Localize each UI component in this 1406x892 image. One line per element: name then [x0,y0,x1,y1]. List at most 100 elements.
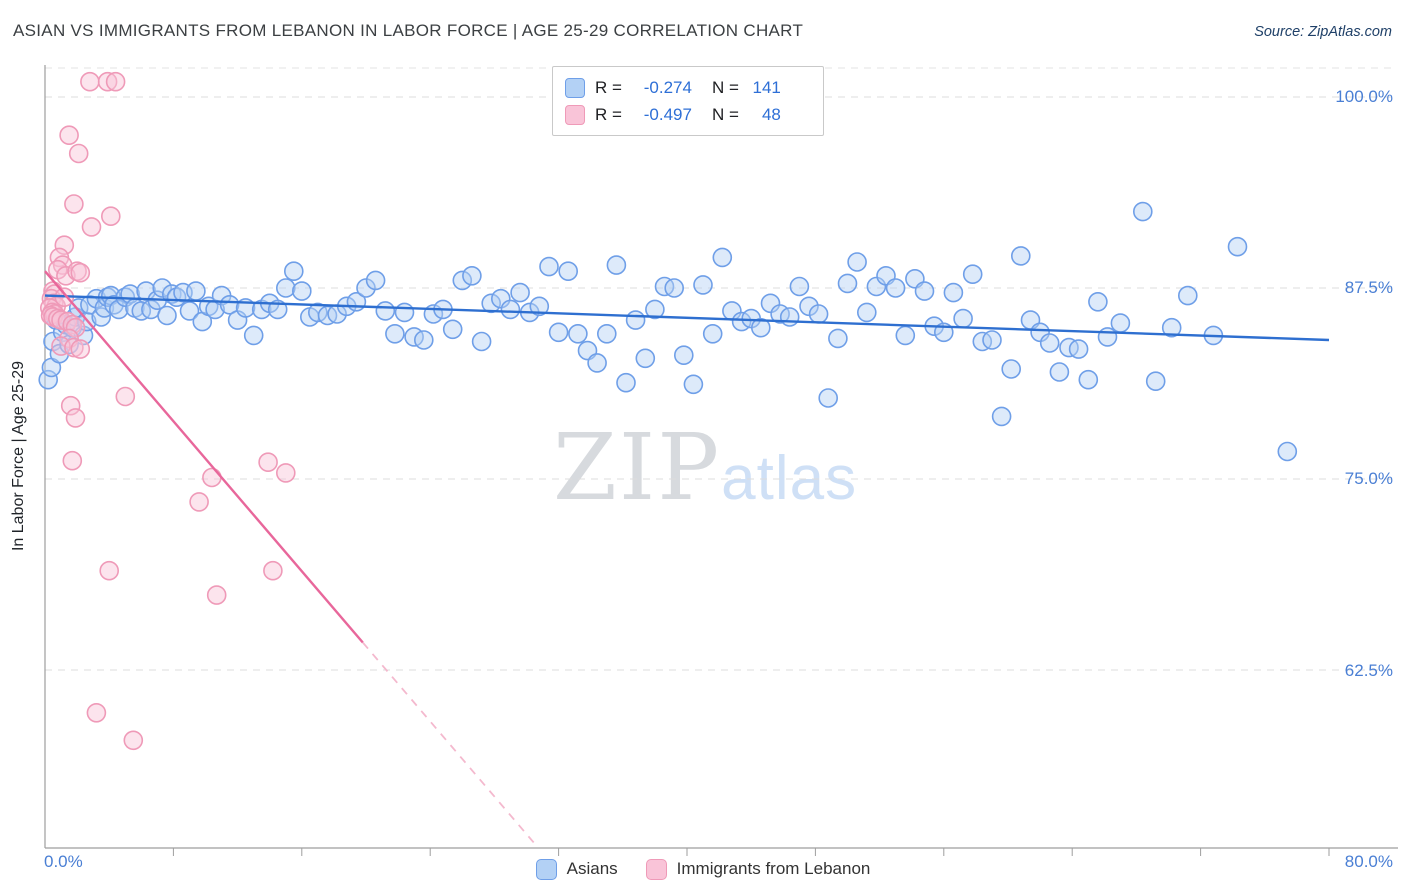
scatter-point-asians [1068,339,1089,359]
scatter-point-asians [452,270,473,291]
scatter-point-asians [471,331,492,352]
scatter-point-asians [1133,201,1153,222]
scatter-point-asians [539,256,559,277]
scatter-point-asians [109,299,129,320]
scatter-point-lebanon [97,71,118,92]
scatter-point-lebanon [202,467,222,488]
scatter-point-asians [828,328,848,349]
scatter-point-asians [596,323,617,344]
scatter-point-lebanon [70,262,91,283]
scatter-point-asians [186,281,206,301]
scatter-point-asians [1088,291,1108,312]
asians-legend-swatch [535,858,557,880]
lebanon-legend-swatch [645,858,667,880]
scatter-point-lebanon [101,206,121,226]
scatter-point-asians [1161,317,1182,338]
n-value-asians: 141 [752,77,781,97]
asians-trend-line [44,294,1330,342]
scatter-point-asians [683,374,704,395]
lebanon-trend-line-extension [362,641,539,848]
x-axis-min-label: 0.0% [44,852,83,871]
scatter-point-asians [394,302,415,323]
scatter-point-asians [895,325,916,346]
scatter-point-lebanon [86,702,107,723]
scatter-point-asians [365,270,386,291]
scatter-point-lebanon [60,395,81,416]
scatter-point-lebanon [65,317,86,338]
asians-legend-label: Asians [566,859,618,878]
scatter-point-asians [587,353,607,373]
scatter-point-asians [157,305,177,326]
scatter-point-asians [1178,285,1198,306]
n-label: N = [711,104,739,124]
r-value-asians: -0.274 [643,77,692,97]
scatter-point-asians [654,276,675,297]
scatter-point-lebanon [70,339,91,359]
scatter-point-asians [606,255,627,275]
source-attribution: Source: ZipAtlas.com [1254,24,1392,40]
legend-item-asians: Asians [535,858,618,880]
scatter-point-asians [779,307,800,327]
scatter-point-lebanon [81,217,102,237]
x-axis-max-label: 80.0% [1344,852,1393,871]
scatter-point-asians [712,247,733,268]
lebanon-swatch [565,104,585,125]
scatter-point-asians [943,282,964,303]
scatter-point-asians [568,323,588,344]
correlation-legend: R = -0.274 N = 141 R = -0.497 N = 48 [552,66,824,136]
scatter-point-asians [500,299,521,320]
scatter-point-lebanon [62,450,83,471]
scatter-point-asians [645,299,665,320]
scatter-point-asians [914,281,935,301]
scatter-point-asians [962,264,983,285]
asians-swatch [565,77,585,98]
scatter-point-lebanon [80,71,100,92]
page-title: ASIAN VS IMMIGRANTS FROM LEBANON IN LABO… [13,21,804,40]
lebanon-legend-label: Immigrants from Lebanon [676,859,871,878]
scatter-point-asians [664,278,685,298]
scatter-point-asians [991,406,1012,427]
scatter-point-asians [1097,327,1118,347]
scatter-point-asians [847,252,867,272]
scatter-point-asians [1001,359,1022,379]
scatter-point-asians [558,261,579,282]
scatter-point-asians [462,265,482,286]
scatter-point-lebanon [68,143,89,164]
y-tick-label-87-5: 87.5% [1344,278,1393,297]
scatter-point-asians [953,308,973,329]
scatter-point-asians [750,317,771,338]
scatter-point-lebanon [56,265,76,286]
scatter-point-asians [808,304,829,324]
scatter-point-asians [1049,362,1070,382]
scatter-point-asians [291,281,312,301]
scatter-point-asians [275,278,296,298]
scatter-point-lebanon [275,463,296,483]
scatter-point-asians [1039,333,1060,353]
legend-item-lebanon: Immigrants from Lebanon [645,858,871,880]
y-axis-title: In Labor Force | Age 25-29 [10,360,27,552]
n-value-lebanon: 48 [761,104,781,124]
scatter-point-asians [789,276,810,297]
scatter-point-asians [219,294,240,315]
scatter-point-asians [385,323,405,344]
scatter-point-lebanon [54,235,75,255]
r-value-lebanon: -0.497 [643,104,692,124]
scatter-point-asians [702,323,723,344]
legend-row-lebanon: R = -0.497 N = 48 [565,101,811,128]
scatter-point-lebanon [258,452,278,473]
scatter-point-asians [1110,313,1131,333]
scatter-point-asians [982,330,1002,350]
scatter-point-asians [548,322,569,343]
scatter-point-asians [375,301,396,321]
scatter-point-asians [673,345,694,366]
lebanon-trend-line [44,270,364,644]
scatter-point-lebanon [64,337,84,358]
scatter-point-asians [1145,371,1166,392]
y-tick-label-62-5: 62.5% [1344,661,1393,680]
scatter-point-lebanon [189,492,209,512]
scatter-point-asians [243,325,264,346]
scatter-point-asians [1010,246,1031,266]
scatter-point-asians [693,275,713,295]
